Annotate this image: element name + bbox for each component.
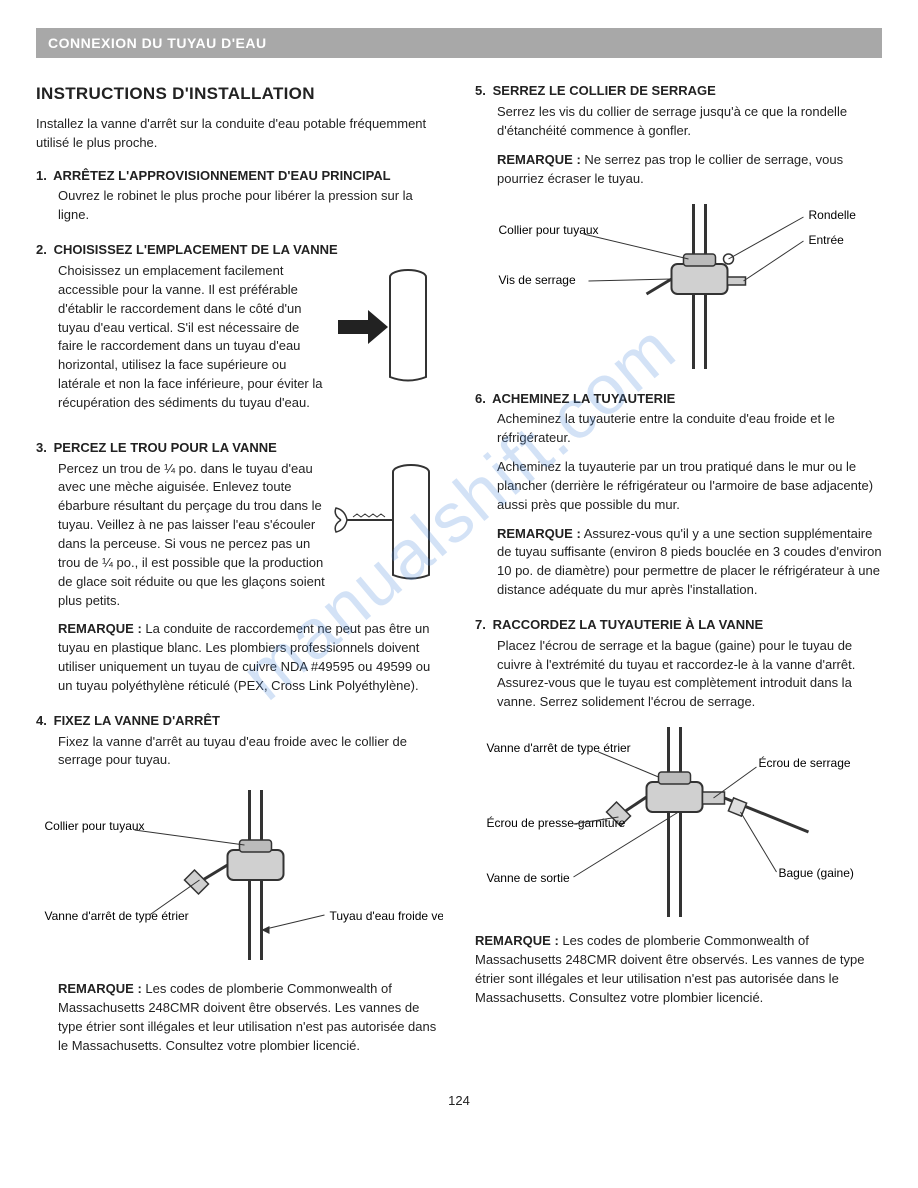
step-number: 3. xyxy=(36,439,50,458)
left-column: INSTRUCTIONS D'INSTALLATION Installez la… xyxy=(36,82,443,1071)
step-remark: REMARQUE : Les codes de plomberie Common… xyxy=(475,932,882,1007)
step-body: Acheminez la tuyauterie entre la conduit… xyxy=(497,410,882,448)
fig-label-ecrou-presse: Écrou de presse-garniture xyxy=(487,815,626,830)
remark-label: REMARQUE : xyxy=(58,981,142,996)
step-7: 7. RACCORDEZ LA TUYAUTERIE À LA VANNE Pl… xyxy=(475,616,882,1008)
step-remark: REMARQUE : Assurez-vous qu'il y a une se… xyxy=(497,525,882,600)
figure-pipe-arrow xyxy=(333,262,443,382)
step-remark: REMARQUE : Les codes de plomberie Common… xyxy=(58,980,443,1055)
step-number: 2. xyxy=(36,241,50,260)
fig-label-collier: Collier pour tuyaux xyxy=(45,819,145,833)
step-number: 5. xyxy=(475,82,489,101)
step-body-2: Acheminez la tuyauterie par un trou prat… xyxy=(497,458,882,515)
fig-label-bague: Bague (gaine) xyxy=(779,866,854,880)
step-remark: REMARQUE : La conduite de raccordement n… xyxy=(58,620,443,695)
section-header: CONNEXION DU TUYAU D'EAU xyxy=(36,28,882,58)
step-2: 2. CHOISISSEZ L'EMPLACEMENT DE LA VANNE … xyxy=(36,241,443,423)
step-number: 6. xyxy=(475,390,489,409)
step-title: RACCORDEZ LA TUYAUTERIE À LA VANNE xyxy=(493,617,764,632)
figure-valve-clamp: Collier pour tuyaux Vanne d'arrêt de typ… xyxy=(36,780,443,970)
remark-label: REMARQUE : xyxy=(497,526,581,541)
figure-valve-connection: Vanne d'arrêt de type étrier Écrou de pr… xyxy=(475,722,882,922)
fig-label-tuyau: Tuyau d'eau froide vertical xyxy=(330,909,444,923)
step-title: SERREZ LE COLLIER DE SERRAGE xyxy=(493,83,716,98)
fig-label-entree: Entrée xyxy=(809,233,845,247)
right-column: 5. SERREZ LE COLLIER DE SERRAGE Serrez l… xyxy=(475,82,882,1071)
step-title: FIXEZ LA VANNE D'ARRÊT xyxy=(54,713,220,728)
step-title: CHOISISSEZ L'EMPLACEMENT DE LA VANNE xyxy=(54,242,338,257)
step-3: 3. PERCEZ LE TROU POUR LA VANNE Percez xyxy=(36,439,443,696)
step-6: 6. ACHEMINEZ LA TUYAUTERIE Acheminez la … xyxy=(475,390,882,600)
figure-drill-pipe xyxy=(333,460,443,580)
step-title: ARRÊTEZ L'APPROVISIONNEMENT D'EAU PRINCI… xyxy=(53,168,390,183)
fig-label-vanne-etrier: Vanne d'arrêt de type étrier xyxy=(487,741,631,755)
step-body: Ouvrez le robinet le plus proche pour li… xyxy=(58,187,443,225)
step-body: Fixez la vanne d'arrêt au tuyau d'eau fr… xyxy=(58,733,443,771)
step-1: 1. ARRÊTEZ L'APPROVISIONNEMENT D'EAU PRI… xyxy=(36,167,443,226)
fig-label-vanne: Vanne d'arrêt de type étrier xyxy=(45,909,189,923)
fig-label-vis: Vis de serrage xyxy=(499,273,576,287)
remark-label: REMARQUE : xyxy=(497,152,581,167)
step-5: 5. SERREZ LE COLLIER DE SERRAGE Serrez l… xyxy=(475,82,882,373)
step-4: 4. FIXEZ LA VANNE D'ARRÊT Fixez la vanne… xyxy=(36,712,443,1056)
main-title: INSTRUCTIONS D'INSTALLATION xyxy=(36,82,443,107)
remark-label: REMARQUE : xyxy=(475,933,559,948)
intro-text: Installez la vanne d'arrêt sur la condui… xyxy=(36,115,443,153)
step-number: 7. xyxy=(475,616,489,635)
remark-label: REMARQUE : xyxy=(58,621,142,636)
step-title: PERCEZ LE TROU POUR LA VANNE xyxy=(54,440,277,455)
figure-clamp-detail: Collier pour tuyaux Vis de serrage Ronde… xyxy=(475,199,882,374)
step-number: 4. xyxy=(36,712,50,731)
step-number: 1. xyxy=(36,167,50,186)
fig-label-rondelle: Rondelle xyxy=(809,208,857,222)
fig-label-vanne-sortie: Vanne de sortie xyxy=(487,871,570,885)
step-body: Placez l'écrou de serrage et la bague (g… xyxy=(497,637,882,712)
page-number: 124 xyxy=(36,1092,882,1111)
step-body: Serrez les vis du collier de serrage jus… xyxy=(497,103,882,141)
fig-label-collier: Collier pour tuyaux xyxy=(499,223,599,237)
step-title: ACHEMINEZ LA TUYAUTERIE xyxy=(492,391,675,406)
fig-label-ecrou-serrage: Écrou de serrage xyxy=(759,755,851,770)
step-remark: REMARQUE : Ne serrez pas trop le collier… xyxy=(497,151,882,189)
